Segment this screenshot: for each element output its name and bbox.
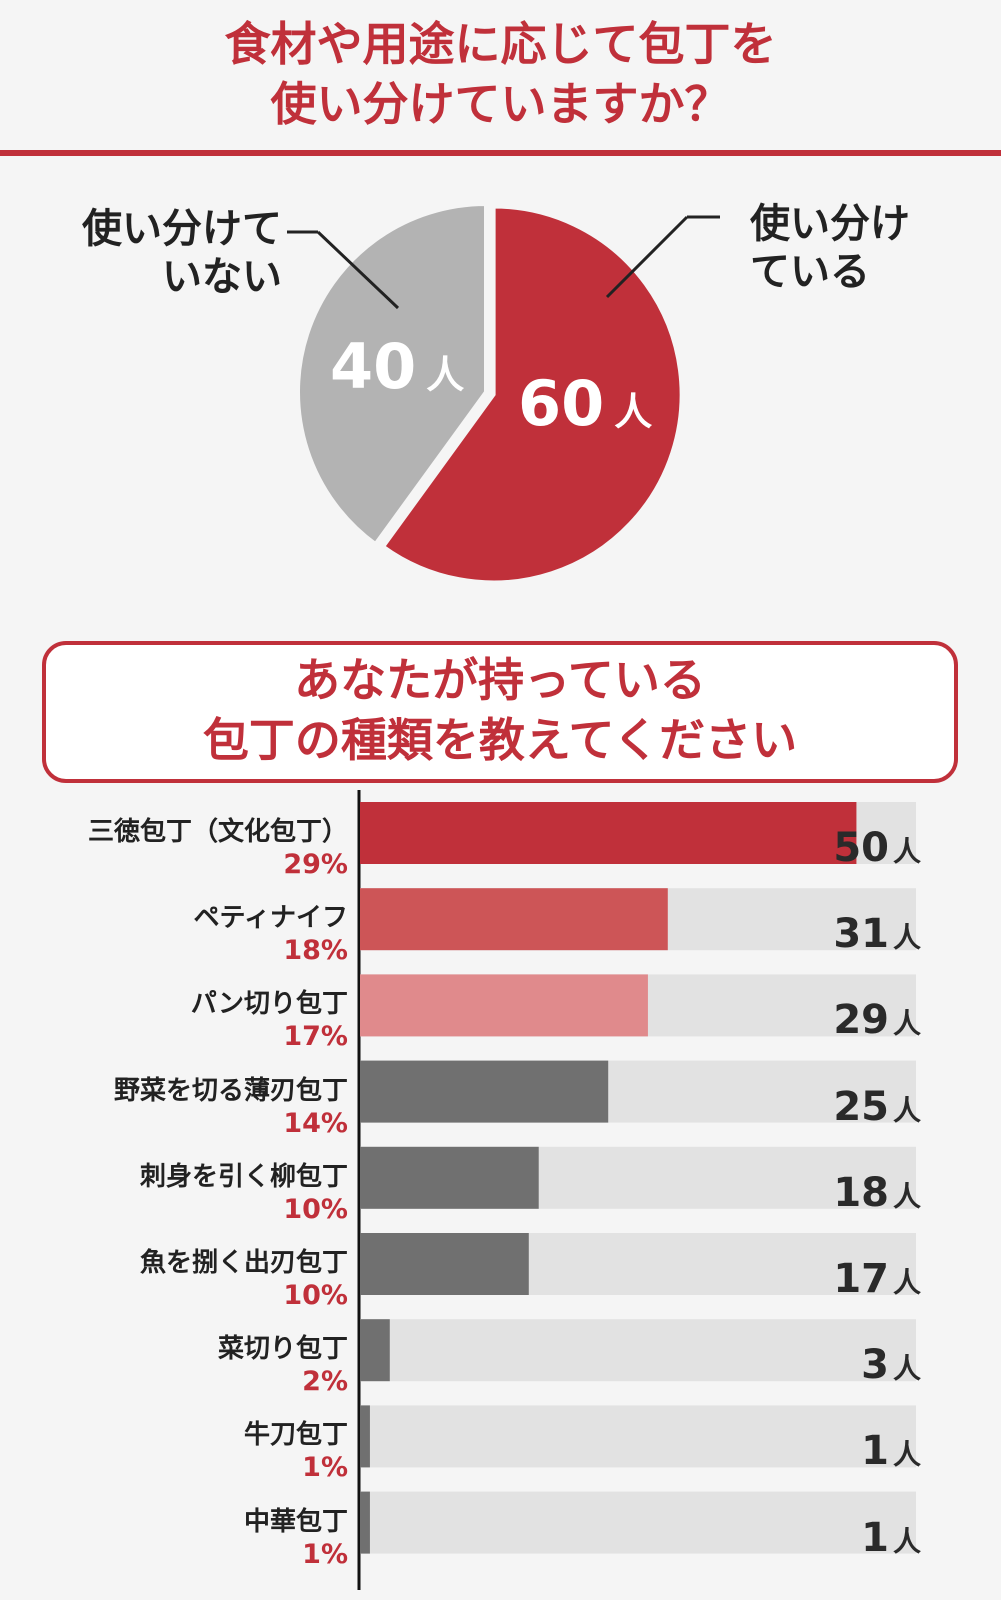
question2-box — [42, 641, 958, 783]
bar-value-unit: 人 — [892, 1438, 921, 1472]
bar-value-unit: 人 — [892, 1093, 921, 1127]
pie-value-separate-number: 60 — [518, 367, 605, 440]
pie-label-separate-line2: ている — [750, 249, 870, 295]
bar-value-unit: 人 — [892, 1524, 921, 1558]
bar-value-unit: 人 — [892, 1266, 921, 1299]
pie-label-not-separate-line1: 使い分けて — [82, 206, 282, 252]
question2-title: あなたが持っている 包丁の種類を教えてください — [42, 650, 958, 770]
bar-value-number: 29 — [833, 997, 889, 1044]
pie-label-separate-line1: 使い分け — [750, 201, 910, 247]
pie-leader-left-d — [316, 230, 400, 310]
pie-leader-right-d — [605, 215, 689, 299]
bar-percent-label: 10% — [283, 1193, 348, 1225]
bar-percent-label: 18% — [283, 935, 348, 967]
bar-value-label: 31 人 — [721, 911, 921, 957]
bar-percent-label: 17% — [283, 1021, 348, 1053]
bar-percent-label: 1% — [302, 1452, 348, 1484]
pie-slice-separate-knives — [380, 204, 684, 585]
pie-value-not-separate-number: 40 — [330, 330, 417, 403]
bar — [360, 888, 668, 951]
pie-value-not-separate-unit: 人 — [426, 353, 465, 397]
bar-category-label: 刺身を引く柳包丁 — [139, 1161, 348, 1192]
bar-category-label: 魚を捌く出刃包丁 — [139, 1248, 348, 1278]
bar — [360, 1146, 539, 1209]
bar-value-number: 50 — [833, 825, 889, 871]
pie-label-separate: 使い分け ている — [750, 200, 970, 296]
bar — [360, 1405, 370, 1468]
pie-value-separate-unit: 人 — [614, 390, 653, 434]
bar-value-number: 31 — [833, 911, 889, 958]
bar-value-number: 25 — [833, 1083, 889, 1130]
bar-value-unit: 人 — [892, 1007, 921, 1041]
bar-value-number: 3 — [861, 1342, 889, 1389]
bar-percent-label: 2% — [302, 1366, 348, 1398]
bar-category-label: 牛刀包丁 — [243, 1420, 348, 1451]
bar-track — [360, 1319, 916, 1382]
title-divider — [0, 150, 1001, 156]
bar-track — [360, 1491, 916, 1554]
bar-track — [360, 1405, 916, 1468]
bar-percent-label: 29% — [283, 849, 348, 880]
question2-title-line1: あなたが持っている — [294, 653, 706, 707]
bar — [360, 1491, 370, 1554]
bar — [360, 802, 857, 864]
bar-category-label: パン切り包丁 — [190, 989, 348, 1020]
bar — [360, 1319, 390, 1382]
bar-chart — [357, 790, 916, 1590]
bar — [360, 1233, 529, 1295]
bar-value-label: 50 人 — [721, 825, 921, 871]
bar-category-label: 中華包丁 — [243, 1506, 348, 1537]
bar-value-unit: 人 — [892, 835, 921, 868]
question1-title-line2: 使い分けていますか？ — [270, 77, 731, 131]
pie-chart — [287, 201, 720, 585]
question1-title: 食材や用途に応じて包丁を 使い分けていますか？ — [0, 14, 1001, 134]
bar-category-label: 菜切り包丁 — [217, 1334, 348, 1365]
bar-category-label: 野菜を切る薄刃包丁 — [113, 1075, 348, 1106]
pie-label-not-separate: 使い分けて いない — [60, 205, 282, 301]
bar-percent-label: 1% — [302, 1538, 348, 1570]
bar-percent-label: 10% — [283, 1280, 348, 1311]
pie-label-not-separate-line2: いない — [162, 254, 282, 300]
bar-value-unit: 人 — [892, 1352, 921, 1386]
bar-category-label: ペティナイフ — [193, 903, 348, 934]
bar-value-unit: 人 — [892, 921, 921, 955]
pie-value-not-separate: 40 人 — [330, 330, 464, 403]
question2-title-line2: 包丁の種類を教えてください — [202, 713, 798, 767]
bar-value-number: 1 — [861, 1428, 889, 1475]
bar-value-number: 17 — [833, 1256, 889, 1302]
bar — [360, 1060, 609, 1123]
pie-slice-not-separate-knives — [296, 201, 488, 547]
bar-value-label: 18 人 — [721, 1170, 921, 1216]
question1-title-line1: 食材や用途に応じて包丁を — [224, 17, 777, 71]
bar-value-label: 25 人 — [721, 1084, 921, 1130]
bar-category-label: 三徳包丁（文化包丁） — [87, 817, 348, 847]
bar-value-number: 1 — [861, 1514, 889, 1561]
bar-value-label: 29 人 — [721, 997, 921, 1043]
bar — [360, 974, 648, 1037]
bar-value-label: 17 人 — [721, 1256, 921, 1302]
bar-percent-label: 14% — [283, 1107, 348, 1139]
pie-value-separate: 60 人 — [518, 367, 652, 440]
bar-value-number: 18 — [833, 1169, 889, 1216]
bar-value-unit: 人 — [892, 1179, 921, 1213]
